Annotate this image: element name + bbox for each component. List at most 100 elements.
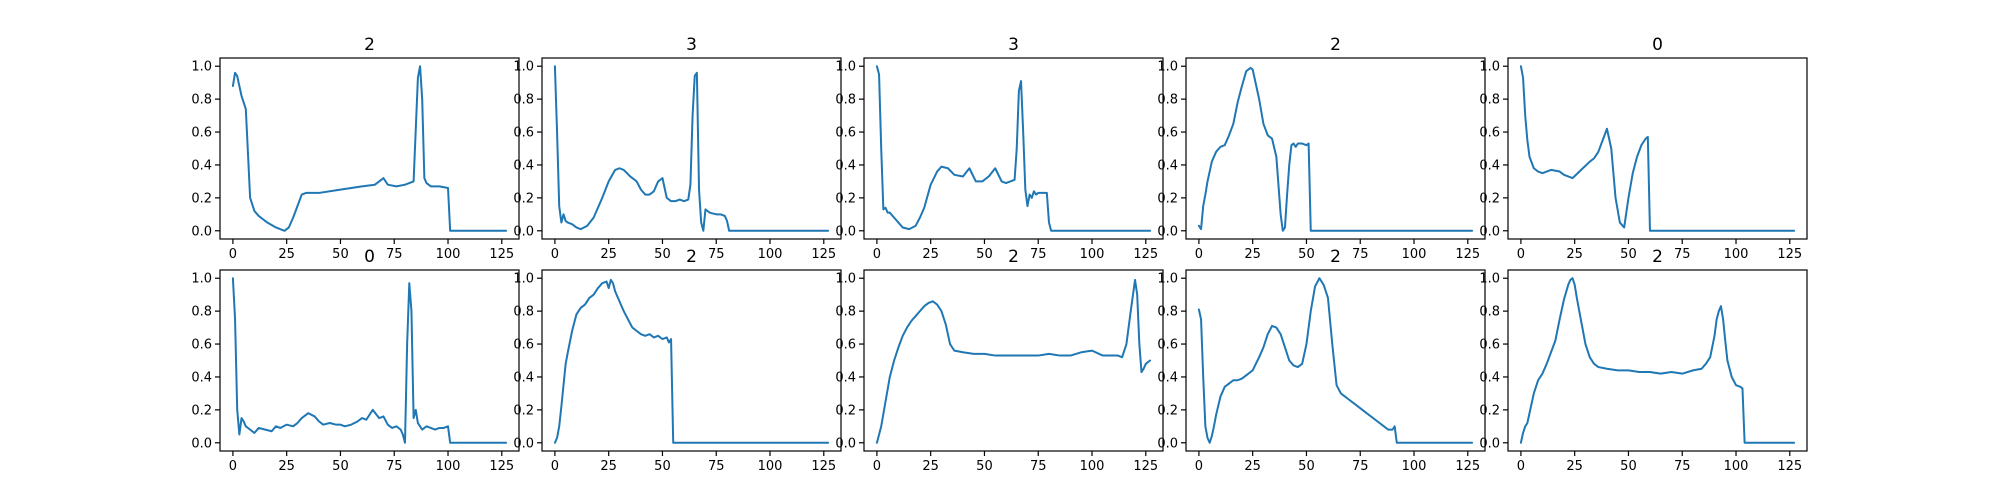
y-tick-label: 0.0 — [1157, 436, 1178, 451]
x-tick-label: 100 — [1402, 459, 1427, 474]
x-tick-label: 75 — [1030, 459, 1047, 474]
y-tick-label: 0.4 — [513, 370, 534, 385]
x-tick-label: 0 — [229, 459, 237, 474]
subplot-4: 2 0 25 50 75 100 125 0.0 0.2 0.4 0.6 0.8 1.0 — [1157, 35, 1486, 262]
y-tick-label: 0.6 — [1157, 338, 1178, 353]
subplot-title: 3 — [686, 35, 697, 55]
y-tick-label: 1.0 — [1479, 272, 1500, 287]
x-tick-label: 25 — [1566, 247, 1583, 262]
subplot-6: 0 0 25 50 75 100 125 0.0 0.2 0.4 0.6 0.8 1.0 — [191, 247, 520, 474]
x-tick-label: 125 — [1777, 459, 1802, 474]
subplot-10: 2 0 25 50 75 100 125 0.0 0.2 0.4 0.6 0.8 1.0 — [1479, 247, 1808, 474]
x-tick-label: 50 — [1298, 459, 1315, 474]
axes-frame — [1507, 269, 1808, 452]
series-line — [1519, 65, 1796, 232]
y-tick-label: 0.8 — [513, 305, 534, 320]
subplot-title: 0 — [364, 247, 375, 267]
y-tick-label: 0.4 — [1479, 158, 1500, 173]
y-tick-label: 0.6 — [835, 338, 856, 353]
subplot-title: 2 — [686, 247, 697, 267]
y-tick-label: 1.0 — [191, 60, 212, 75]
axes-frame — [219, 269, 520, 452]
x-tick-label: 100 — [1724, 459, 1749, 474]
subplot-9: 2 0 25 50 75 100 125 0.0 0.2 0.4 0.6 0.8 1.0 — [1157, 247, 1486, 474]
y-tick-label: 0.0 — [835, 224, 856, 239]
axes-frame — [541, 269, 842, 452]
subplot-title: 2 — [1330, 35, 1341, 55]
x-tick-label: 25 — [1244, 459, 1261, 474]
x-tick-label: 100 — [1080, 459, 1105, 474]
x-tick-label: 75 — [1674, 247, 1691, 262]
x-tick-label: 0 — [873, 459, 881, 474]
x-tick-label: 0 — [551, 459, 559, 474]
y-tick-label: 0.4 — [1157, 370, 1178, 385]
x-tick-label: 0 — [1195, 459, 1203, 474]
subplot-title: 2 — [1008, 247, 1019, 267]
x-tick-label: 125 — [1777, 247, 1802, 262]
x-tick-label: 25 — [922, 247, 939, 262]
x-tick-label: 75 — [708, 459, 725, 474]
y-tick-label: 0.8 — [1157, 93, 1178, 108]
x-tick-label: 25 — [278, 459, 295, 474]
x-tick-label: 50 — [654, 247, 671, 262]
x-tick-label: 125 — [811, 459, 836, 474]
y-tick-label: 0.0 — [191, 436, 212, 451]
subplot-title: 3 — [1008, 35, 1019, 55]
x-tick-label: 50 — [332, 459, 349, 474]
x-tick-label: 25 — [600, 459, 617, 474]
y-tick-label: 0.2 — [1479, 191, 1500, 206]
y-tick-label: 0.4 — [513, 158, 534, 173]
subplot-2: 3 0 25 50 75 100 125 0.0 0.2 0.4 0.6 0.8 1.0 — [513, 35, 842, 262]
y-tick-label: 0.4 — [1479, 370, 1500, 385]
y-tick-label: 0.6 — [835, 126, 856, 141]
x-tick-label: 100 — [1724, 247, 1749, 262]
y-tick-label: 0.4 — [835, 158, 856, 173]
x-tick-label: 125 — [1133, 459, 1158, 474]
y-tick-label: 0.8 — [1479, 305, 1500, 320]
subplot-5: 0 0 25 50 75 100 125 0.0 0.2 0.4 0.6 0.8 1.0 — [1479, 35, 1808, 262]
y-tick-label: 0.6 — [1157, 126, 1178, 141]
x-tick-label: 50 — [976, 247, 993, 262]
y-tick-label: 0.2 — [1479, 403, 1500, 418]
x-tick-label: 50 — [654, 459, 671, 474]
y-tick-label: 0.0 — [191, 224, 212, 239]
y-tick-label: 0.6 — [513, 338, 534, 353]
x-tick-label: 0 — [551, 247, 559, 262]
x-tick-label: 0 — [1517, 459, 1525, 474]
x-tick-label: 50 — [332, 247, 349, 262]
x-tick-label: 125 — [489, 459, 514, 474]
y-tick-label: 1.0 — [191, 272, 212, 287]
subplot-grid: 2 0 25 50 75 100 125 0.0 0.2 0.4 0.6 0.8 1.0 3 0 25 50 75… — [191, 35, 1808, 474]
y-tick-label: 0.6 — [513, 126, 534, 141]
series-line — [1197, 277, 1474, 444]
y-tick-label: 0.2 — [1157, 191, 1178, 206]
x-tick-label: 75 — [1030, 247, 1047, 262]
y-tick-label: 0.8 — [835, 93, 856, 108]
x-tick-label: 75 — [708, 247, 725, 262]
y-tick-label: 1.0 — [513, 272, 534, 287]
series-line — [553, 278, 830, 444]
axes-frame — [863, 57, 1164, 240]
axes-frame — [1185, 269, 1486, 452]
x-tick-label: 25 — [278, 247, 295, 262]
x-tick-label: 125 — [1455, 247, 1480, 262]
y-tick-label: 0.4 — [191, 370, 212, 385]
x-tick-label: 125 — [1133, 247, 1158, 262]
x-tick-label: 100 — [758, 247, 783, 262]
y-tick-label: 0.6 — [1479, 338, 1500, 353]
x-tick-label: 100 — [758, 459, 783, 474]
y-tick-label: 1.0 — [1157, 60, 1178, 75]
x-tick-label: 75 — [1352, 247, 1369, 262]
subplot-title: 0 — [1652, 35, 1663, 55]
x-tick-label: 0 — [1195, 247, 1203, 262]
x-tick-label: 100 — [1080, 247, 1105, 262]
x-tick-label: 25 — [600, 247, 617, 262]
subplot-8: 2 0 25 50 75 100 125 0.0 0.2 0.4 0.6 0.8 1.0 — [835, 247, 1164, 474]
subplot-title: 2 — [364, 35, 375, 55]
y-tick-label: 0.8 — [1157, 305, 1178, 320]
y-tick-label: 1.0 — [1157, 272, 1178, 287]
y-tick-label: 0.8 — [835, 305, 856, 320]
y-tick-label: 0.0 — [1479, 436, 1500, 451]
x-tick-label: 75 — [1674, 459, 1691, 474]
